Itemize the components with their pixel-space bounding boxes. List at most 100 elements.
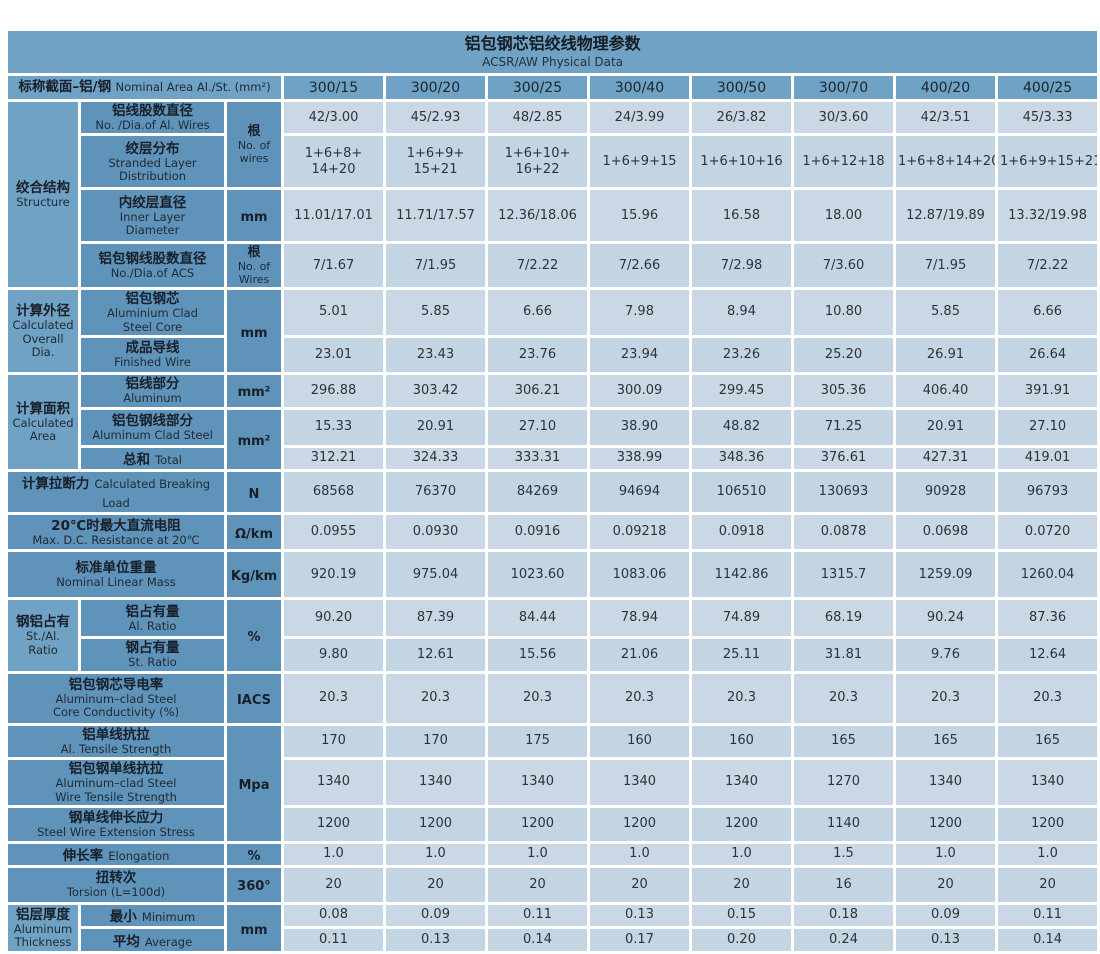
row-label-al-wires: 铝线股数直径 No. /Dia.of Al. Wires bbox=[78, 98, 227, 137]
unit-newton: N bbox=[224, 469, 284, 516]
row-label-steel-stress: 钢单线伸长应力 Steel Wire Extension Stress bbox=[5, 804, 227, 844]
value-cell: 9.80 bbox=[281, 636, 386, 674]
value-cell: 26.91 bbox=[893, 334, 998, 375]
value-cell: 1340 bbox=[485, 757, 590, 808]
value-cell: 0.14 bbox=[485, 926, 590, 954]
row-label-conductivity: 铝包钢芯导电率 Aluminum–clad Steel Core Conducti… bbox=[5, 670, 227, 726]
value-cell: 0.11 bbox=[485, 901, 590, 930]
value-cell: 7/3.60 bbox=[791, 241, 896, 291]
value-cell: 20.3 bbox=[485, 670, 590, 726]
value-cell: 1.0 bbox=[281, 840, 386, 868]
value-cell: 31.81 bbox=[791, 636, 896, 674]
value-cell: 23.76 bbox=[485, 334, 590, 375]
column-header: 400/25 bbox=[994, 73, 1100, 102]
value-cell: 1200 bbox=[893, 804, 998, 844]
row-label-inner-layer-diameter: 内绞层直径 Inner Layer Diameter bbox=[78, 187, 227, 245]
value-cell: 71.25 bbox=[791, 406, 896, 448]
value-cell: 5.85 bbox=[383, 287, 488, 338]
unit-360deg: 360° bbox=[224, 864, 284, 905]
value-cell: 23.26 bbox=[689, 334, 794, 375]
value-cell: 1+6+10+16 bbox=[689, 133, 794, 191]
column-header: 300/50 bbox=[689, 73, 794, 102]
page-title: 铝包钢芯铝绞线物理参数 ACSR/AW Physical Data bbox=[4, 28, 1100, 76]
value-cell: 27.10 bbox=[994, 406, 1100, 448]
unit-mpa: Mpa bbox=[224, 722, 284, 844]
value-cell: 1.0 bbox=[587, 840, 692, 868]
value-cell: 0.13 bbox=[587, 901, 692, 930]
value-cell: 296.88 bbox=[281, 371, 386, 410]
value-cell: 12.36/18.06 bbox=[485, 187, 590, 245]
group-label-overall-dia: 计算外径 Calculated Overall Dia. bbox=[5, 287, 81, 375]
value-cell: 175 bbox=[485, 722, 590, 761]
row-label-acs-wires: 铝包钢线股数直径 No./Dia.of ACS bbox=[78, 241, 227, 291]
value-cell: 1340 bbox=[893, 757, 998, 808]
value-cell: 0.09 bbox=[383, 901, 488, 930]
value-cell: 90928 bbox=[893, 469, 998, 516]
value-cell: 0.11 bbox=[281, 926, 386, 954]
value-cell: 48.82 bbox=[689, 406, 794, 448]
value-cell: 26.64 bbox=[994, 334, 1100, 375]
value-cell: 20.3 bbox=[893, 670, 998, 726]
value-cell: 0.13 bbox=[383, 926, 488, 954]
value-cell: 42/3.00 bbox=[281, 98, 386, 137]
value-cell: 312.21 bbox=[281, 444, 386, 473]
value-cell: 1200 bbox=[689, 804, 794, 844]
value-cell: 0.0918 bbox=[689, 512, 794, 553]
value-cell: 15.33 bbox=[281, 406, 386, 448]
value-cell: 7/2.22 bbox=[485, 241, 590, 291]
value-cell: 7/1.67 bbox=[281, 241, 386, 291]
value-cell: 160 bbox=[689, 722, 794, 761]
column-header: 400/20 bbox=[893, 73, 998, 102]
unit-mm: mm bbox=[224, 287, 284, 375]
value-cell: 975.04 bbox=[383, 549, 488, 601]
value-cell: 0.17 bbox=[587, 926, 692, 954]
value-cell: 7.98 bbox=[587, 287, 692, 338]
value-cell: 0.0698 bbox=[893, 512, 998, 553]
value-cell: 1340 bbox=[281, 757, 386, 808]
value-cell: 300.09 bbox=[587, 371, 692, 410]
value-cell: 1340 bbox=[689, 757, 794, 808]
unit-iacs: IACS bbox=[224, 670, 284, 726]
value-cell: 1+6+8+14+20 bbox=[893, 133, 998, 191]
value-cell: 1142.86 bbox=[689, 549, 794, 601]
value-cell: 8.94 bbox=[689, 287, 794, 338]
value-cell: 1.0 bbox=[485, 840, 590, 868]
value-cell: 338.99 bbox=[587, 444, 692, 473]
unit-no-of-wires-acs: 根 No. of Wires bbox=[224, 241, 284, 291]
value-cell: 9.76 bbox=[893, 636, 998, 674]
value-cell: 5.01 bbox=[281, 287, 386, 338]
value-cell: 1+6+12+18 bbox=[791, 133, 896, 191]
value-cell: 25.20 bbox=[791, 334, 896, 375]
value-cell: 90.24 bbox=[893, 597, 998, 640]
value-cell: 23.43 bbox=[383, 334, 488, 375]
value-cell: 15.96 bbox=[587, 187, 692, 245]
row-label-area-acs: 铝包钢线部分 Aluminum Clad Steel bbox=[78, 406, 227, 448]
value-cell: 0.0955 bbox=[281, 512, 386, 553]
value-cell: 1+6+9+15 bbox=[587, 133, 692, 191]
column-header: 300/20 bbox=[383, 73, 488, 102]
value-cell: 333.31 bbox=[485, 444, 590, 473]
value-cell: 76370 bbox=[383, 469, 488, 516]
value-cell: 11.01/17.01 bbox=[281, 187, 386, 245]
value-cell: 165 bbox=[994, 722, 1100, 761]
row-label-breaking-load: 计算拉断力 Calculated Breaking Load bbox=[5, 469, 227, 516]
row-label-thickness-avg: 平均 Average bbox=[78, 926, 227, 954]
row-label-thickness-min: 最小 Minimum bbox=[78, 901, 227, 930]
unit-percent: % bbox=[224, 840, 284, 868]
row-label-acs-core: 铝包钢芯 Aluminium Clad Steel Core bbox=[78, 287, 227, 338]
group-label-ratio: 钢铝占有 St./Al. Ratio bbox=[5, 597, 81, 674]
value-cell: 1200 bbox=[485, 804, 590, 844]
value-cell: 78.94 bbox=[587, 597, 692, 640]
value-cell: 7/2.66 bbox=[587, 241, 692, 291]
value-cell: 45/2.93 bbox=[383, 98, 488, 137]
value-cell: 1+6+9+ 15+21 bbox=[383, 133, 488, 191]
unit-mm: mm bbox=[224, 187, 284, 245]
value-cell: 42/3.51 bbox=[893, 98, 998, 137]
unit-mm: mm bbox=[224, 901, 284, 954]
value-cell: 1.0 bbox=[893, 840, 998, 868]
value-cell: 0.24 bbox=[791, 926, 896, 954]
row-label-layer-distribution: 绞层分布 Stranded Layer Distribution bbox=[78, 133, 227, 191]
value-cell: 160 bbox=[587, 722, 692, 761]
value-cell: 7/1.95 bbox=[383, 241, 488, 291]
value-cell: 20.3 bbox=[791, 670, 896, 726]
